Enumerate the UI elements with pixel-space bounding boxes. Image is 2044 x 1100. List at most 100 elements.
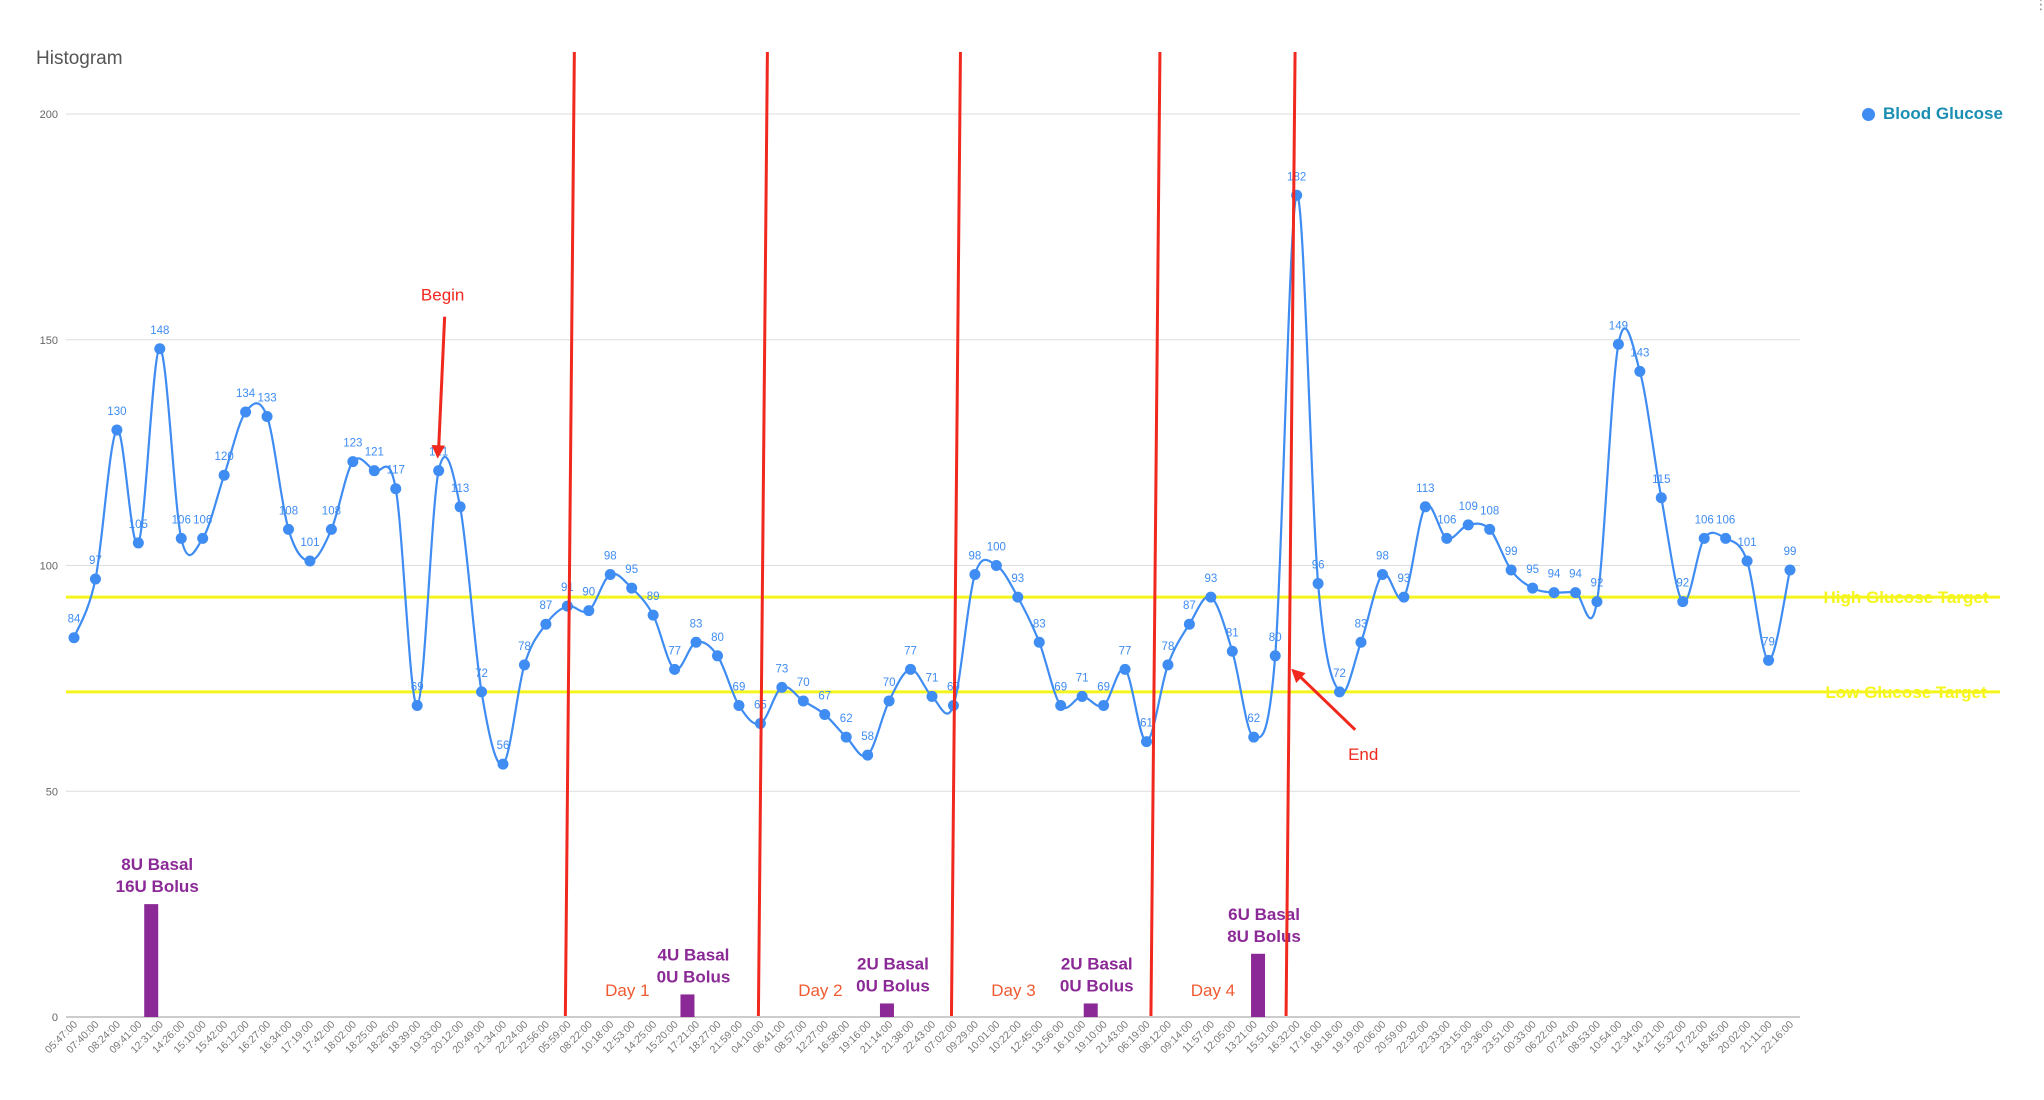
annotation-arrow (437, 316, 447, 449)
data-label: 71 (1076, 672, 1089, 684)
data-point (368, 465, 380, 477)
data-point (1612, 338, 1624, 350)
data-point (518, 659, 530, 671)
data-point (797, 695, 809, 707)
data-point (1784, 564, 1796, 576)
target-label: Low Glucose Target (1825, 683, 1987, 702)
target-label: High Glucose Target (1824, 588, 1989, 607)
data-label: 93 (1204, 573, 1217, 585)
data-point (1398, 591, 1410, 603)
data-point (905, 663, 917, 675)
data-label: 123 (343, 438, 362, 450)
data-label: 133 (257, 393, 276, 405)
data-label: 100 (987, 542, 1006, 554)
data-point (926, 690, 938, 702)
data-label: 96 (1312, 560, 1325, 572)
data-point (89, 573, 101, 585)
legend: Blood Glucose (1862, 104, 2003, 124)
data-label: 109 (1459, 501, 1478, 513)
data-point (411, 699, 423, 711)
data-label: 83 (1355, 618, 1368, 630)
data-label: 72 (1333, 668, 1346, 680)
data-point (347, 456, 359, 468)
data-label: 84 (68, 614, 81, 626)
data-point (261, 411, 273, 423)
more-vert-icon[interactable]: ⋮ (2034, 0, 2044, 13)
data-point (240, 406, 252, 418)
data-label: 89 (647, 591, 660, 603)
data-point (969, 569, 981, 581)
insulin-label: 6U Basal (1228, 905, 1300, 924)
data-label: 106 (172, 514, 191, 526)
data-point (304, 555, 316, 567)
data-point (1741, 555, 1753, 567)
data-point (1527, 582, 1539, 594)
data-label: 101 (1738, 537, 1757, 549)
data-label: 73 (775, 663, 788, 675)
data-point (604, 569, 616, 581)
data-label: 106 (1437, 514, 1456, 526)
insulin-label: 8U Basal (121, 855, 193, 874)
data-point (476, 686, 488, 698)
day-label: Day 4 (1191, 981, 1235, 1000)
data-point (1720, 532, 1732, 544)
data-point (454, 501, 466, 513)
data-point (218, 469, 230, 481)
data-label: 98 (1376, 551, 1389, 563)
data-point (197, 532, 209, 544)
data-point (1570, 587, 1581, 599)
annotation-label: Begin (421, 286, 464, 305)
data-label: 108 (279, 505, 298, 517)
data-label: 105 (129, 519, 148, 531)
day-divider (756, 51, 769, 1017)
data-label: 72 (475, 668, 488, 680)
day-label: Day 1 (605, 981, 649, 1000)
data-label: 115 (1652, 474, 1670, 486)
y-tick-label: 0 (52, 1012, 58, 1024)
data-point (497, 758, 509, 770)
data-point (132, 537, 144, 549)
data-point (819, 708, 831, 720)
day-divider (949, 51, 962, 1017)
data-label: 77 (668, 645, 681, 657)
data-point (1591, 596, 1603, 608)
data-point (1248, 731, 1260, 743)
data-point (561, 600, 573, 612)
data-label: 99 (1784, 546, 1797, 558)
data-point (1355, 636, 1367, 648)
data-point (1505, 564, 1517, 576)
data-label: 106 (1695, 514, 1714, 526)
data-label: 79 (1762, 636, 1775, 648)
data-label: 61 (1140, 718, 1153, 730)
data-label: 94 (1569, 569, 1582, 581)
data-point (1162, 659, 1174, 671)
data-label: 80 (1269, 632, 1282, 644)
data-label: 134 (236, 388, 256, 400)
data-label: 69 (411, 681, 424, 693)
data-point (626, 582, 638, 594)
data-point (1698, 532, 1710, 544)
data-label: 94 (1548, 569, 1561, 581)
insulin-label: 4U Basal (658, 945, 730, 964)
data-point (1677, 596, 1689, 608)
data-point (1484, 523, 1496, 535)
data-label: 120 (215, 451, 234, 463)
data-point (690, 636, 702, 648)
blood-glucose-line (72, 194, 1792, 766)
data-point (1376, 569, 1388, 581)
data-label: 62 (840, 713, 853, 725)
data-point (1548, 587, 1560, 599)
data-label: 69 (733, 681, 746, 693)
data-point (1012, 591, 1024, 603)
data-label: 95 (625, 564, 638, 576)
y-tick-label: 50 (46, 786, 58, 798)
data-point (669, 663, 681, 675)
data-point (840, 731, 852, 743)
data-point (1462, 519, 1474, 531)
annotation-arrow (1298, 674, 1357, 731)
data-label: 70 (883, 677, 896, 689)
day-label: Day 3 (991, 981, 1035, 1000)
data-label: 97 (89, 555, 102, 567)
data-label: 92 (1676, 578, 1689, 590)
